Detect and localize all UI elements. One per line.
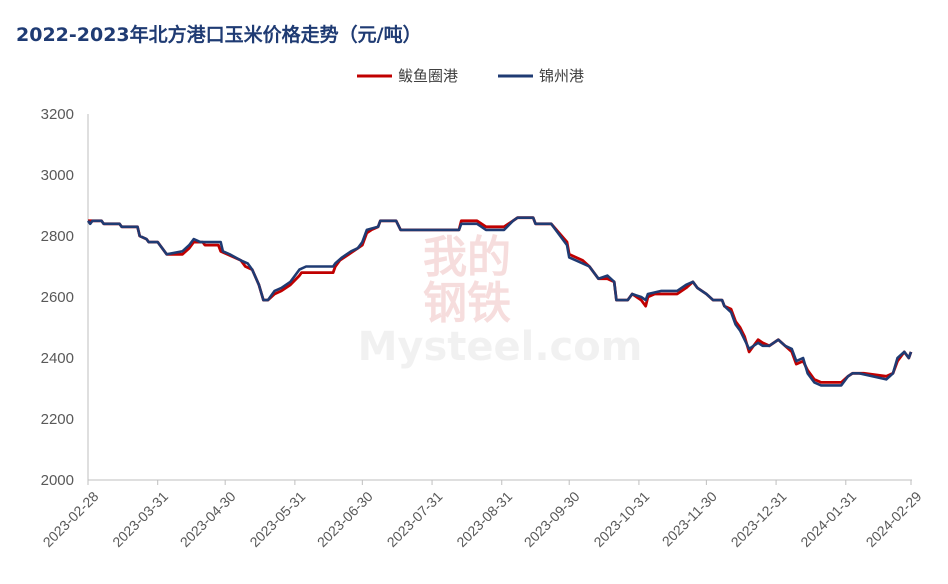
watermark-line2: 钢铁 — [423, 278, 511, 329]
x-tick-label: 2023-09-30 — [521, 488, 583, 550]
watermark-line1: 我的 — [423, 232, 511, 283]
x-tick-label: 2023-04-30 — [177, 488, 239, 550]
x-tick-label: 2023-03-31 — [109, 488, 171, 550]
x-tick-label: 2023-05-31 — [246, 488, 308, 550]
x-tick-label: 2023-11-30 — [659, 488, 720, 549]
x-tick-label: 2023-02-28 — [40, 488, 102, 550]
legend-label-jinzhou: 锦州港 — [539, 67, 584, 85]
watermark: 我的 钢铁 Mysteel.com — [358, 232, 643, 370]
x-tick-label: 2023-10-31 — [590, 488, 652, 550]
y-tick-label: 3200 — [41, 106, 74, 123]
x-tick-label: 2023-06-30 — [314, 488, 376, 550]
watermark-brand: Mysteel.com — [358, 324, 643, 370]
y-tick-label: 2600 — [41, 289, 74, 306]
x-tick-label: 2023-08-31 — [453, 488, 515, 550]
x-tick-label: 2024-02-29 — [863, 488, 925, 550]
x-tick-label: 2024-01-31 — [797, 488, 859, 550]
y-tick-label: 2400 — [41, 350, 74, 367]
y-tick-label: 3000 — [41, 167, 74, 184]
x-tick-label: 2023-07-31 — [384, 488, 446, 550]
legend: 鲅鱼圈港 锦州港 — [357, 67, 584, 85]
y-tick-label: 2000 — [41, 472, 74, 489]
x-tick-label: 2023-12-31 — [728, 488, 790, 550]
x-tick-labels: 2023-02-28 2023-03-31 2023-04-30 2023-05-31… — [40, 480, 925, 550]
y-tick-labels: 2000 2200 2400 2600 2800 3000 3200 — [41, 106, 74, 489]
y-tick-label: 2200 — [41, 411, 74, 428]
series-line-jinzhou — [86, 216, 913, 387]
legend-label-bayuquan: 鲅鱼圈港 — [398, 67, 458, 85]
y-tick-label: 2800 — [41, 228, 74, 245]
series-lines — [86, 216, 913, 387]
chart-title: 2022-2023年北方港口玉米价格走势（元/吨） — [16, 24, 422, 46]
